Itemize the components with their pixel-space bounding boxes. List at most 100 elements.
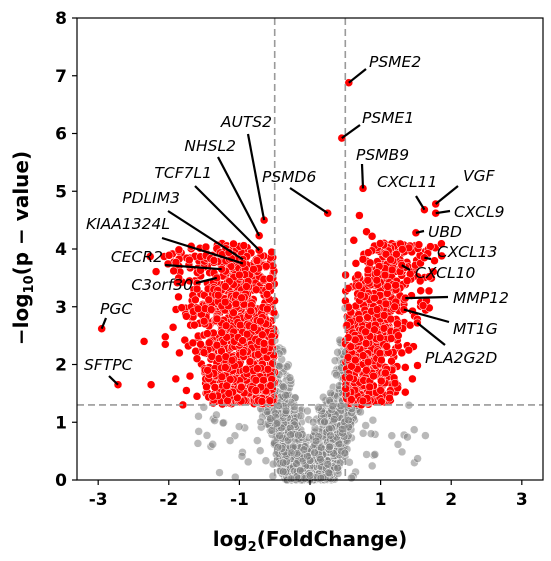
- significant-point: [380, 270, 390, 280]
- significant-point: [168, 323, 178, 332]
- significant-point: [188, 338, 198, 348]
- non-significant-point: [296, 411, 306, 421]
- significant-point: [192, 284, 202, 294]
- significant-point: [393, 319, 402, 329]
- significant-point: [199, 348, 209, 357]
- gene-label: PGC: [100, 300, 132, 318]
- gene-label: TCF7L1: [154, 164, 212, 182]
- non-significant-point: [368, 415, 378, 425]
- non-significant-point: [326, 431, 335, 440]
- significant-point: [163, 259, 173, 269]
- significant-point: [174, 292, 183, 302]
- significant-point: [369, 371, 378, 381]
- significant-point: [196, 340, 205, 349]
- non-significant-point: [329, 415, 339, 424]
- significant-point: [212, 340, 222, 350]
- x-axis-title-subscript: 2: [248, 540, 257, 555]
- significant-point: [221, 363, 230, 372]
- y-tick-label: 3: [55, 298, 67, 318]
- non-significant-point: [361, 421, 370, 430]
- non-significant-point: [413, 454, 422, 463]
- significant-point: [266, 381, 275, 390]
- non-significant-point: [366, 429, 376, 438]
- significant-point: [367, 232, 377, 241]
- significant-point: [358, 255, 368, 264]
- y-tick-label: 1: [55, 413, 67, 433]
- gene-label: AUTS2: [220, 113, 272, 131]
- significant-point: [375, 239, 385, 248]
- y-tick-label: 0: [55, 471, 67, 491]
- significant-point: [253, 364, 262, 373]
- significant-point: [365, 258, 375, 268]
- non-significant-point: [268, 471, 278, 481]
- non-significant-point: [347, 473, 356, 483]
- significant-point: [161, 332, 170, 342]
- significant-point: [191, 346, 200, 356]
- y-axis-title-suffix: (p − value): [9, 151, 33, 275]
- non-significant-point: [256, 417, 266, 427]
- non-significant-point: [333, 348, 342, 357]
- significant-point: [264, 282, 274, 291]
- significant-point: [217, 372, 227, 382]
- significant-point: [252, 256, 262, 265]
- significant-point: [199, 316, 209, 326]
- gene-annotation-leader-line: [360, 163, 365, 189]
- significant-point: [263, 304, 272, 314]
- gene-label: SFTPC: [84, 356, 133, 374]
- non-significant-point: [275, 431, 284, 440]
- gene-label: PLA2G2D: [425, 349, 497, 367]
- significant-point: [418, 301, 428, 310]
- significant-point: [383, 282, 392, 291]
- significant-point: [377, 376, 386, 386]
- significant-point: [414, 240, 424, 249]
- significant-point: [358, 396, 368, 406]
- non-significant-point: [278, 467, 288, 476]
- significant-point: [386, 255, 395, 264]
- significant-point: [237, 293, 246, 303]
- non-significant-point: [333, 463, 342, 473]
- non-significant-point: [421, 431, 430, 440]
- gene-label: PSME1: [362, 109, 414, 127]
- y-tick-label: 6: [55, 125, 67, 145]
- gene-label: NHSL2: [184, 137, 236, 155]
- non-significant-point: [344, 415, 353, 425]
- non-significant-point: [292, 459, 301, 468]
- significant-point: [413, 361, 422, 370]
- gene-label: PDLIM3: [122, 189, 180, 207]
- significant-point: [241, 365, 251, 374]
- x-axis-title-prefix: log: [213, 527, 248, 551]
- non-significant-point: [231, 472, 240, 482]
- significant-point: [437, 251, 446, 261]
- significant-point: [424, 286, 434, 296]
- significant-point: [372, 275, 382, 285]
- significant-point: [346, 342, 356, 351]
- significant-point: [231, 299, 241, 309]
- non-significant-point: [358, 429, 368, 438]
- non-significant-point: [316, 473, 326, 483]
- significant-point: [249, 264, 258, 274]
- significant-point: [262, 290, 272, 299]
- non-significant-point: [281, 390, 290, 400]
- significant-point: [229, 308, 238, 317]
- significant-point: [358, 351, 368, 360]
- significant-point: [381, 299, 391, 309]
- significant-point: [192, 354, 202, 363]
- non-significant-point: [282, 362, 292, 371]
- gene-label: CXCL9: [454, 203, 505, 221]
- non-significant-point: [370, 450, 380, 459]
- significant-point: [204, 338, 214, 347]
- significant-point: [173, 278, 182, 287]
- non-significant-point: [393, 440, 403, 449]
- y-axis-title-prefix: −log: [9, 293, 33, 345]
- significant-point: [227, 356, 237, 365]
- significant-point: [401, 387, 410, 397]
- non-significant-point: [367, 461, 377, 471]
- significant-point: [361, 339, 371, 348]
- x-tick-label: -2: [159, 490, 178, 510]
- non-significant-point: [208, 440, 217, 449]
- non-significant-point: [295, 466, 305, 475]
- non-significant-point: [253, 436, 262, 445]
- non-significant-point: [320, 417, 329, 426]
- significant-point: [405, 320, 415, 330]
